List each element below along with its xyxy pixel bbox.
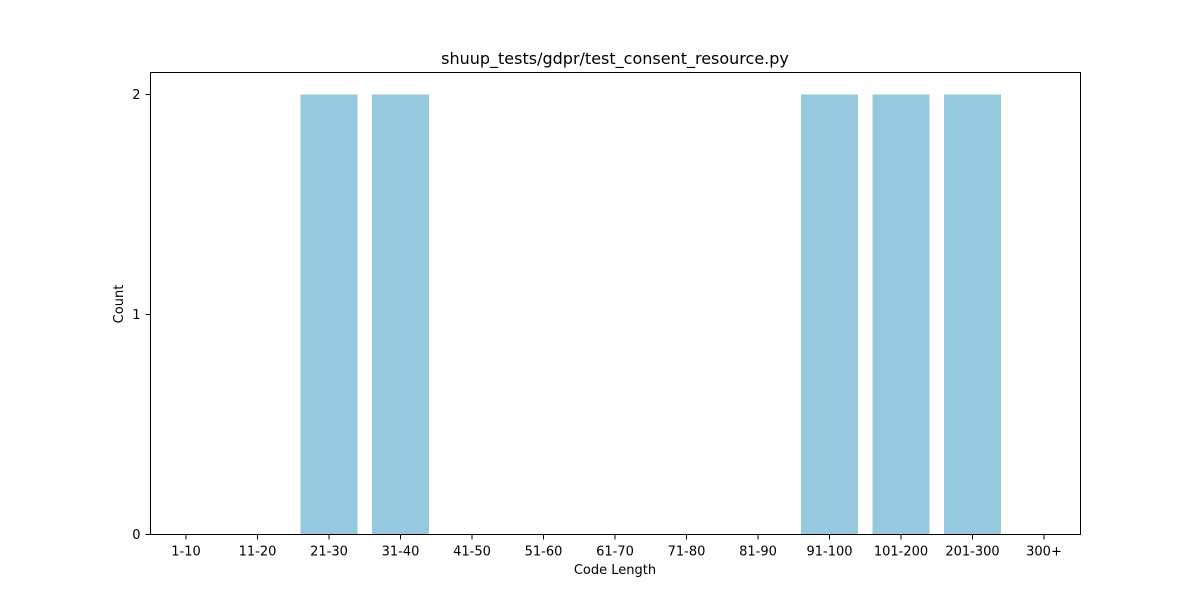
- x-tick-label: 1-10: [171, 545, 201, 560]
- y-tick-label: 2: [132, 88, 140, 103]
- chart-title: shuup_tests/gdpr/test_consent_resource.p…: [441, 49, 789, 69]
- x-tick-label: 11-20: [239, 545, 277, 560]
- x-tick-label: 91-100: [806, 545, 852, 560]
- x-tick-label: 81-90: [739, 545, 777, 560]
- y-tick-label: 0: [132, 528, 140, 543]
- x-tick-label: 61-70: [596, 545, 634, 560]
- x-tick-label: 201-300: [945, 545, 999, 560]
- x-axis-label: Code Length: [574, 563, 656, 578]
- x-tick-label: 41-50: [453, 545, 491, 560]
- bar-91-100: [801, 94, 858, 535]
- bar-101-200: [872, 94, 930, 535]
- x-tick-label: 21-30: [310, 545, 348, 560]
- x-tick-label: 300+: [1026, 545, 1062, 560]
- x-tick-label: 31-40: [382, 545, 420, 560]
- x-tick-label: 51-60: [525, 545, 563, 560]
- bar-21-30: [300, 94, 358, 535]
- x-tick-label: 71-80: [668, 545, 706, 560]
- bar-201-300: [944, 94, 1001, 535]
- bar-31-40: [372, 94, 429, 535]
- bars-group: [300, 94, 1001, 535]
- y-tick-label: 1: [132, 308, 140, 323]
- x-tick-label: 101-200: [874, 545, 928, 560]
- y-axis-label: Count: [112, 285, 127, 324]
- x-axis: 1-10 11-20 21-30 31-40 41-50 51-60 61-70 71-80 8…: [171, 534, 1062, 560]
- y-axis: 0 1 2: [132, 88, 151, 543]
- plot-frame: [150, 72, 1081, 535]
